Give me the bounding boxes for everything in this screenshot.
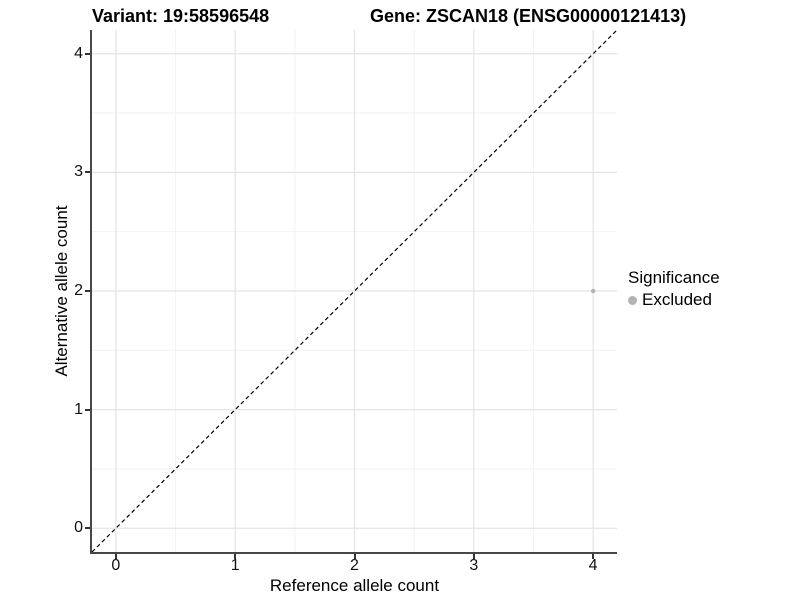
y-tick-mark bbox=[85, 290, 90, 292]
plot-canvas bbox=[92, 30, 617, 552]
y-axis-title: Alternative allele count bbox=[52, 205, 71, 377]
x-tick-label: 2 bbox=[350, 557, 359, 574]
y-tick-mark bbox=[85, 171, 90, 174]
identity-line bbox=[92, 30, 617, 552]
y-tick-label: 0 bbox=[74, 519, 83, 537]
data-point bbox=[590, 288, 596, 294]
x-tick-label: 1 bbox=[230, 557, 240, 574]
variant-title: Variant: 19:58596548 bbox=[92, 6, 270, 26]
x-tick-mark bbox=[592, 554, 595, 559]
x-tick-label: 3 bbox=[469, 557, 479, 574]
y-tick-label: 4 bbox=[74, 44, 83, 62]
y-tick-mark bbox=[85, 52, 90, 55]
x-axis-title: Reference allele count bbox=[269, 576, 440, 595]
y-tick-label: 1 bbox=[74, 400, 83, 418]
x-tick-mark bbox=[234, 554, 237, 559]
y-tick-mark bbox=[85, 527, 90, 530]
excluded-point-icon bbox=[628, 295, 637, 305]
y-tick-mark bbox=[85, 408, 90, 411]
x-tick-mark bbox=[114, 554, 117, 559]
legend-title: Significance bbox=[628, 268, 720, 287]
y-tick-label: 2 bbox=[74, 282, 83, 299]
legend-entry-excluded: Excluded bbox=[628, 290, 720, 310]
x-tick-mark bbox=[353, 554, 356, 559]
y-tick-label: 3 bbox=[74, 163, 83, 181]
plot-panel bbox=[90, 30, 617, 554]
legend: Significance Excluded bbox=[628, 268, 720, 310]
legend-entry-label: Excluded bbox=[642, 290, 712, 309]
x-tick-label: 4 bbox=[588, 557, 598, 574]
x-tick-label: 0 bbox=[111, 557, 121, 574]
gene-title: Gene: ZSCAN18 (ENSG00000121413) bbox=[370, 6, 687, 26]
x-tick-mark bbox=[472, 554, 475, 559]
